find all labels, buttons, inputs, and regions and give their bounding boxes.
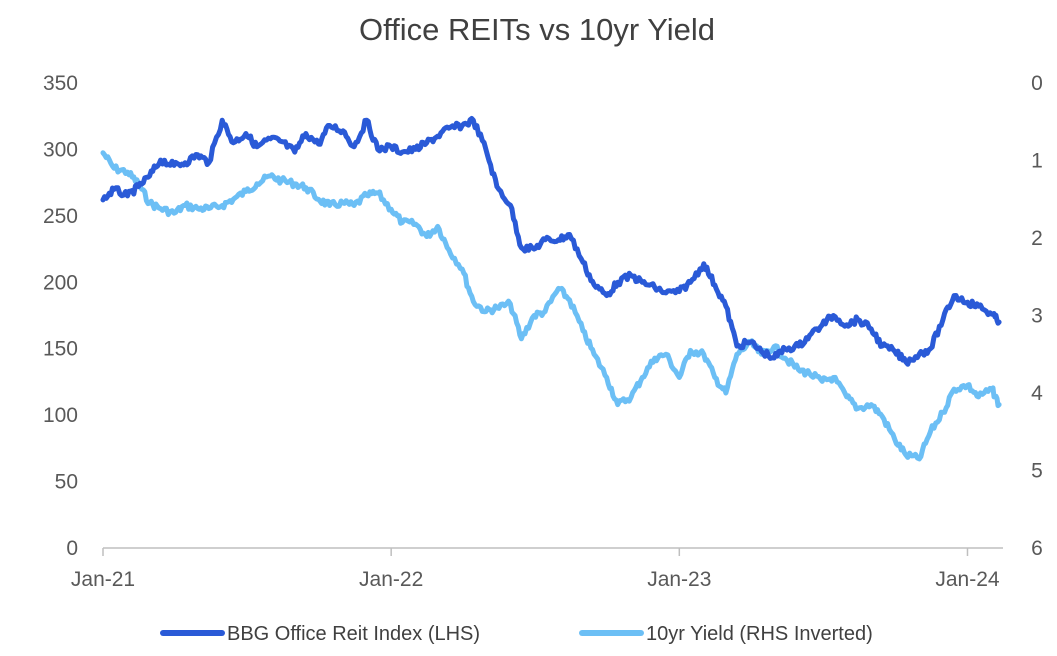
y-left-tick-label: 200 bbox=[43, 271, 78, 294]
y-right-tick-label: 0 bbox=[1031, 72, 1043, 95]
chart-title: Office REITs vs 10yr Yield bbox=[359, 12, 715, 47]
series-line-ten-year-yield bbox=[100, 150, 1002, 462]
legend-label: BBG Office Reit Index (LHS) bbox=[227, 623, 480, 645]
x-tick-label: Jan-22 bbox=[359, 568, 423, 591]
x-tick-label: Jan-24 bbox=[935, 568, 1000, 591]
plot-area bbox=[100, 116, 1002, 462]
y-right-tick-label: 2 bbox=[1031, 227, 1043, 250]
legend-label: 10yr Yield (RHS Inverted) bbox=[646, 623, 873, 645]
y-left-tick-label: 50 bbox=[55, 471, 78, 494]
y-left-tick-label: 0 bbox=[66, 537, 78, 560]
y-left-tick-label: 250 bbox=[43, 205, 78, 228]
y-left-tick-label: 150 bbox=[43, 338, 78, 361]
y-right-tick-label: 3 bbox=[1031, 305, 1043, 328]
legend: BBG Office Reit Index (LHS) 10yr Yield (R… bbox=[160, 623, 873, 645]
y-left-tick-label: 100 bbox=[43, 404, 78, 427]
y-right-tick-label: 6 bbox=[1031, 537, 1043, 560]
x-tick-label: Jan-21 bbox=[71, 568, 135, 591]
y-right-tick-label: 4 bbox=[1031, 382, 1043, 405]
x-tick-label: Jan-23 bbox=[647, 568, 711, 591]
y-right-tick-label: 5 bbox=[1031, 460, 1043, 483]
axes: Jan-21 Jan-22 Jan-23 Jan-240501001502002503… bbox=[43, 72, 1043, 591]
y-right-tick-label: 1 bbox=[1031, 150, 1043, 173]
y-left-tick-label: 300 bbox=[43, 138, 78, 161]
series-line-office-reit-index bbox=[100, 116, 1002, 367]
y-left-tick-label: 350 bbox=[43, 72, 78, 95]
